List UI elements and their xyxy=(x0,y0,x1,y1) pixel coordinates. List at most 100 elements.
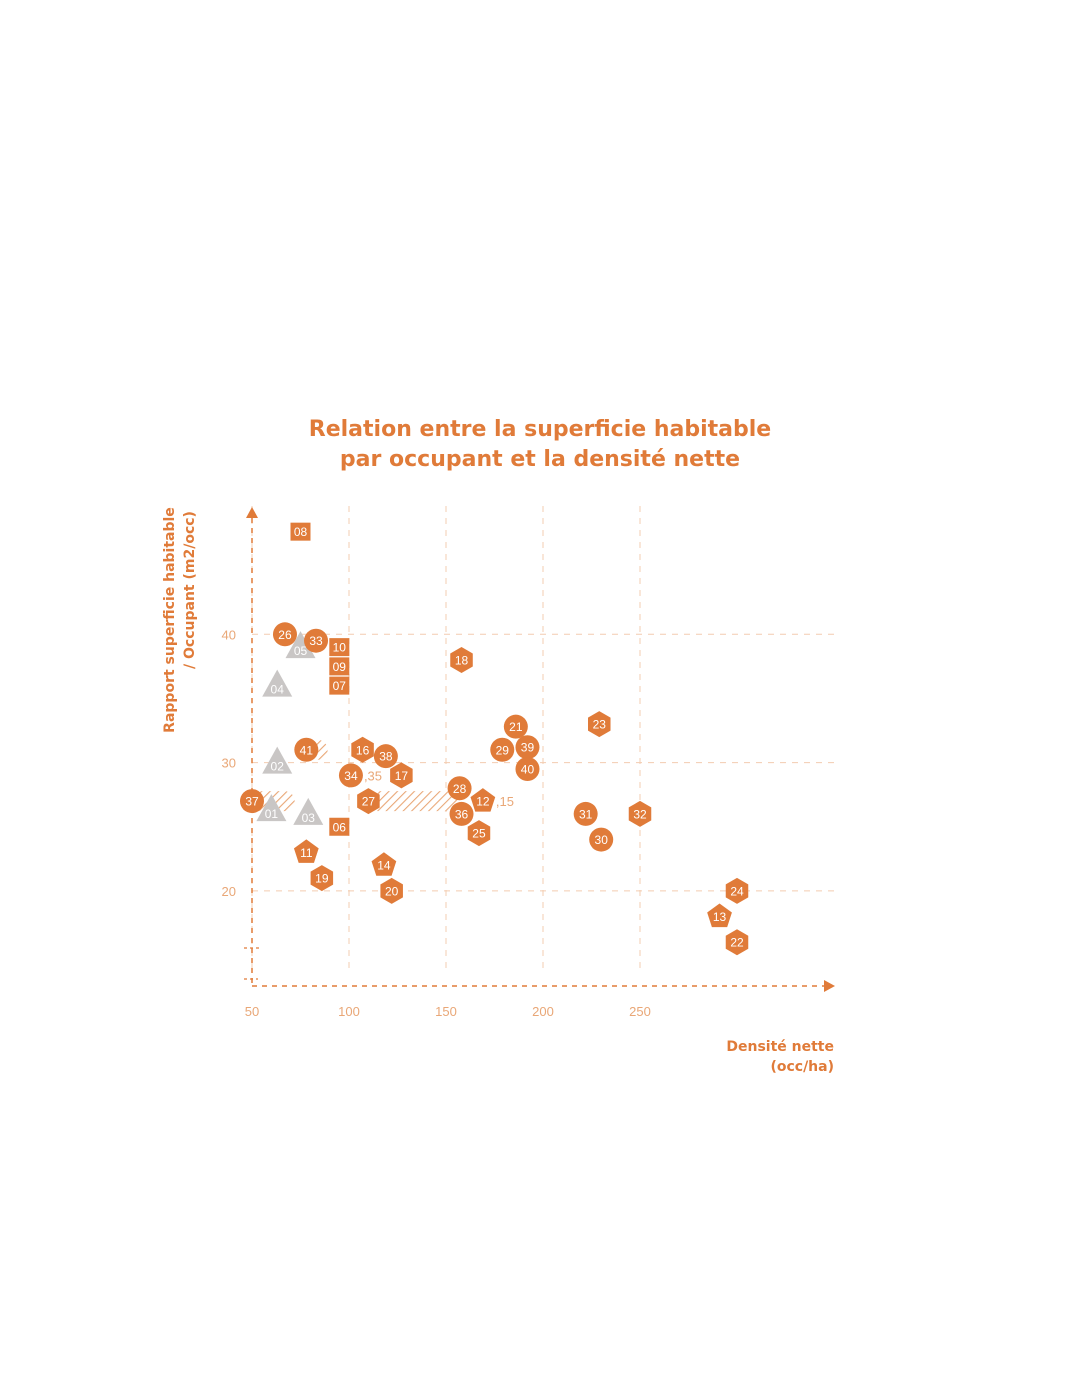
data-point-38: 38 xyxy=(373,744,398,769)
point-marker-square xyxy=(329,817,350,836)
point-label: 12 xyxy=(476,795,490,809)
point-label: 21 xyxy=(509,720,523,734)
x-axis-title-line-1: Densité nette xyxy=(726,1039,834,1055)
point-label: 03 xyxy=(302,811,316,825)
point-label: 27 xyxy=(362,795,376,809)
x-axis-title-line-2: (occ/ha) xyxy=(770,1059,834,1075)
data-point-08: 08 xyxy=(290,522,311,541)
point-label: 30 xyxy=(595,833,609,847)
point-marker-pentagon xyxy=(293,839,319,863)
data-point-31: 31 xyxy=(573,801,598,826)
point-marker-circle xyxy=(515,735,540,760)
data-point-34: 34,35 xyxy=(338,763,382,788)
point-label: 13 xyxy=(713,910,727,924)
point-marker-hexagon xyxy=(357,788,380,815)
data-point-06: 06 xyxy=(329,817,350,836)
data-point-29: 29 xyxy=(490,737,515,762)
point-label: 24 xyxy=(730,884,744,898)
point-marker-circle xyxy=(573,801,598,826)
point-marker-circle xyxy=(272,622,297,647)
data-point-21: 21 xyxy=(503,714,528,739)
point-marker-hexagon xyxy=(351,736,374,763)
data-point-30: 30 xyxy=(589,827,614,852)
point-label: 41 xyxy=(300,743,314,757)
point-marker-pentagon xyxy=(470,788,496,812)
point-label: 26 xyxy=(278,628,292,642)
point-label: 02 xyxy=(271,760,285,774)
point-marker-triangle xyxy=(285,631,316,659)
data-point-28: 28 xyxy=(447,776,472,801)
point-marker-hexagon xyxy=(628,800,652,827)
data-point-05: 05 xyxy=(285,631,316,659)
data-point-20: 20 xyxy=(380,877,403,904)
point-marker-hexagon xyxy=(725,877,749,904)
data-point-24: 24 xyxy=(725,877,749,904)
point-marker-hexagon xyxy=(450,646,473,673)
x-tick-label: 250 xyxy=(629,1004,651,1019)
point-marker-hexagon xyxy=(588,711,611,738)
data-point-27: 27 xyxy=(357,788,380,815)
y-tick-label: 30 xyxy=(222,756,236,771)
point-marker-triangle xyxy=(262,669,293,697)
point-marker-pentagon xyxy=(707,903,732,928)
data-point-16: 16 xyxy=(351,736,374,763)
point-range-27 xyxy=(368,791,458,812)
point-marker-circle xyxy=(294,737,319,762)
point-marker-circle xyxy=(515,757,540,782)
data-point-04: 04 xyxy=(262,669,293,697)
point-label: 05 xyxy=(294,644,308,658)
point-label: 32 xyxy=(633,807,647,821)
data-point-14: 14 xyxy=(371,852,397,876)
point-label: 40 xyxy=(521,763,535,777)
data-point-40: 40 xyxy=(515,757,540,782)
data-point-01: 01 xyxy=(256,794,287,822)
y-tick-label: 40 xyxy=(222,627,236,642)
point-label: 01 xyxy=(265,807,279,821)
chart-title: Relation entre la superficie habitable p… xyxy=(240,415,840,475)
point-label: 16 xyxy=(356,743,370,757)
point-label: 25 xyxy=(472,827,486,841)
point-marker-square xyxy=(290,522,311,541)
point-marker-circle xyxy=(449,801,474,826)
point-label: 20 xyxy=(385,884,399,898)
x-tick-label: 100 xyxy=(338,1004,360,1019)
chart-title-line-2: par occupant et la densité nette xyxy=(339,447,741,472)
point-marker-circle xyxy=(373,744,398,769)
point-marker-hexagon xyxy=(310,865,334,892)
data-point-39: 39 xyxy=(515,735,540,760)
point-marker-triangle xyxy=(293,797,324,825)
point-label: 19 xyxy=(315,872,329,886)
data-point-12: 12,15 xyxy=(470,788,514,812)
point-label: 28 xyxy=(453,782,467,796)
data-point-07: 07 xyxy=(329,676,350,695)
point-marker-pentagon xyxy=(371,852,397,876)
point-label: 14 xyxy=(377,859,391,873)
y-axis-arrow xyxy=(246,507,258,518)
point-label: 11 xyxy=(300,846,313,860)
point-label: 36 xyxy=(455,807,469,821)
data-point-25: 25 xyxy=(467,820,491,847)
x-axis-arrow xyxy=(824,980,835,992)
point-label: 37 xyxy=(245,795,259,809)
data-point-36: 36 xyxy=(449,801,474,826)
x-tick-label: 50 xyxy=(245,1004,259,1019)
point-marker-hexagon xyxy=(380,877,403,904)
point-label: 04 xyxy=(271,683,285,697)
y-axis-title-line-2: / Occupant (m2/occ) xyxy=(182,511,198,669)
point-suffix-label: ,15 xyxy=(496,794,514,809)
y-axis-title-line-1: Rapport superficie habitable xyxy=(162,507,178,733)
x-tick-label: 200 xyxy=(532,1004,554,1019)
point-label: 38 xyxy=(379,750,393,764)
point-marker-triangle xyxy=(256,794,287,822)
point-marker-hexagon xyxy=(390,762,413,789)
data-point-13: 13 xyxy=(707,903,732,928)
point-label: 08 xyxy=(294,525,308,539)
point-marker-hexagon xyxy=(725,929,749,956)
point-label: 17 xyxy=(395,769,409,783)
x-tick-label: 150 xyxy=(435,1004,457,1019)
point-label: 22 xyxy=(730,936,744,950)
point-marker-hexagon xyxy=(467,820,491,847)
point-label: 29 xyxy=(496,743,510,757)
